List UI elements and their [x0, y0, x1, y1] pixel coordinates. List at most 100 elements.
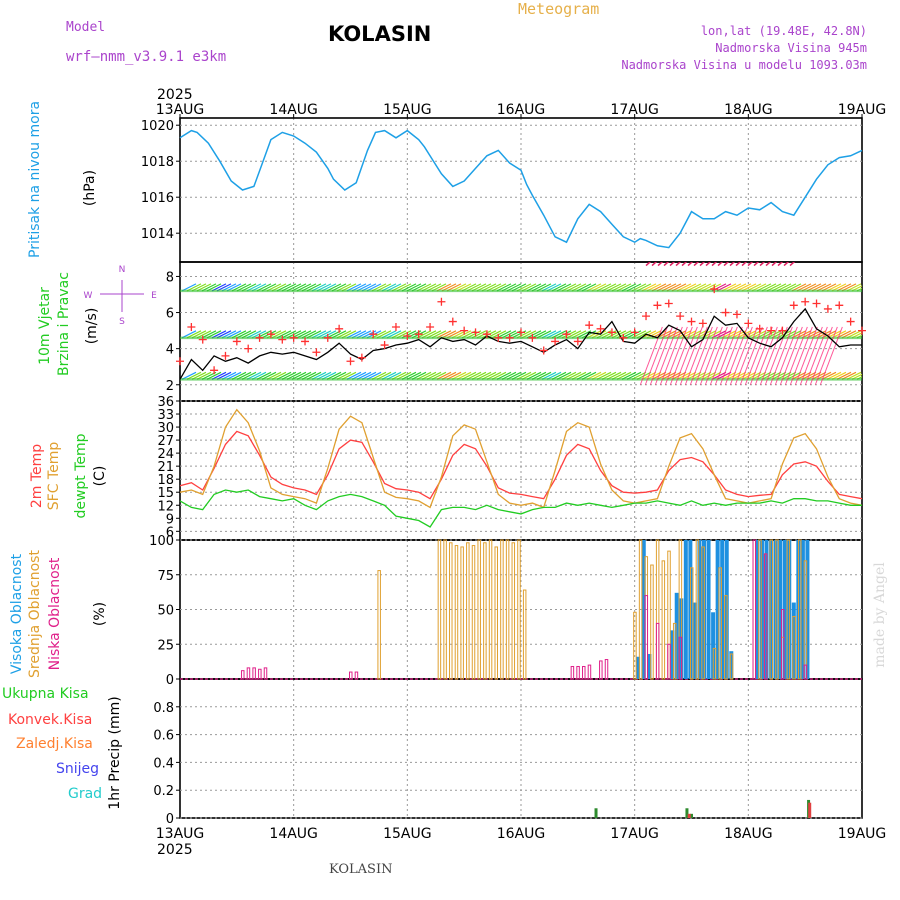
- y-tick-label: 2: [166, 379, 174, 394]
- wind-top-streak: [789, 262, 796, 267]
- mid-cloud-bar: [775, 539, 779, 680]
- high-cloud-bar: [641, 540, 646, 679]
- low-cloud-bar: [599, 660, 603, 680]
- wind-top-streak: [645, 262, 652, 267]
- wind-gust-marker: [448, 317, 457, 326]
- mid-cloud-bar: [449, 542, 453, 680]
- wind-gust-streak: [689, 326, 713, 385]
- wind-gust-streak: [709, 326, 733, 385]
- wind-top-streak: [783, 262, 790, 267]
- mid-cloud-bar: [437, 539, 442, 680]
- wind-gust-marker: [278, 335, 287, 344]
- high-cloud-bar: [729, 651, 734, 679]
- high-cloud-bar: [778, 540, 783, 679]
- dir-legend-e: E: [151, 291, 157, 301]
- wind-gust-marker: [380, 341, 389, 350]
- precip-total-bar: [685, 808, 689, 818]
- mid-cloud-bar: [701, 546, 705, 680]
- low-cloud-bar: [582, 665, 586, 680]
- wind-gust-streak: [754, 326, 778, 385]
- product-title: Meteogram: [518, 0, 600, 18]
- wind-top-streak: [729, 262, 736, 267]
- wind-gust-streak: [749, 326, 773, 385]
- mid-cloud-bar: [690, 567, 694, 680]
- y-tick-label: 18: [157, 473, 174, 488]
- wind-gust-streak: [649, 326, 673, 385]
- high-cloud-bar: [791, 602, 796, 679]
- low-cloud-bar: [570, 665, 575, 680]
- x-tick-label-bottom: 16AUG: [497, 826, 546, 842]
- wind-gust-marker: [846, 317, 855, 326]
- mid-cloud-bar: [792, 615, 796, 680]
- y-tick-label: 21: [157, 460, 174, 475]
- wind-top-streak: [699, 262, 706, 267]
- wind-gust-streak: [739, 326, 763, 385]
- wind-gust-streak: [719, 326, 743, 385]
- wind-top-streak: [693, 262, 700, 267]
- low-cloud-bar: [780, 609, 785, 680]
- low-cloud-bar: [246, 667, 251, 680]
- y-tick-label: 0.6: [153, 729, 174, 744]
- x-tick-label-top: 17AUG: [610, 102, 659, 118]
- wind-gust-streak: [734, 326, 758, 385]
- wind-gust-marker: [346, 357, 355, 366]
- mid-cloud-bar: [650, 564, 654, 680]
- low-cloud-bar: [576, 665, 580, 680]
- wind-gust-streak: [659, 326, 683, 385]
- wind-gust-marker: [630, 328, 639, 337]
- wind-gust-streak: [729, 326, 753, 385]
- mid-cloud-bar: [712, 647, 717, 680]
- mid-cloud-bar: [672, 622, 677, 680]
- wind-top-streak: [765, 262, 772, 267]
- mid-cloud-bar: [466, 542, 470, 680]
- station-altitude: Nadmorska Visina 945m: [715, 41, 867, 55]
- precip-legend-total: Ukupna Kisa: [2, 686, 89, 702]
- wind-gust-marker: [539, 346, 548, 355]
- high-cloud-bar: [683, 540, 688, 679]
- wind-gust-marker: [244, 344, 253, 353]
- wind-gust-marker: [255, 333, 264, 342]
- wind-gust-marker: [573, 337, 582, 346]
- mid-cloud-bar: [695, 539, 700, 680]
- dir-legend-n: N: [119, 265, 126, 275]
- year-label-top: 2025: [157, 87, 193, 103]
- wind-speed-line: [179, 307, 862, 380]
- wind-gust-streak: [774, 326, 798, 385]
- x-tick-label-bottom: 14AUG: [269, 826, 318, 842]
- low-cloud-bar: [349, 671, 353, 680]
- low-cloud-bar: [763, 553, 768, 680]
- wind-top-streak: [705, 262, 712, 267]
- mid-cloud-bar: [729, 653, 734, 680]
- wind-top-streak: [657, 262, 664, 267]
- precip-conv-bar: [687, 813, 691, 818]
- low-cloud-bar: [354, 671, 359, 680]
- mid-cloud-bar: [724, 595, 728, 680]
- wind-gust-streak: [769, 326, 793, 385]
- mid-cloud-bar: [505, 539, 510, 680]
- wind-gust-marker: [357, 353, 366, 362]
- year-label-bottom: 2025: [157, 842, 193, 858]
- wind-top-streak: [753, 262, 760, 267]
- temp-dew-line: [179, 489, 862, 528]
- wind-gust-marker: [301, 337, 310, 346]
- precip-legend-hail: Grad: [68, 786, 103, 802]
- high-cloud-bar: [782, 540, 787, 679]
- wind-gust-marker: [210, 366, 219, 375]
- y-tick-label: 30: [157, 421, 174, 436]
- mid-cloud-bar: [500, 539, 504, 680]
- x-tick-label-top: 15AUG: [383, 102, 432, 118]
- wind-top-streak: [717, 262, 724, 267]
- wind-gust-marker: [767, 326, 776, 335]
- wind-gust-marker: [778, 326, 787, 335]
- wind-gust-marker: [494, 333, 503, 342]
- wind-gust-marker: [437, 297, 446, 306]
- wind-top-streak: [669, 262, 676, 267]
- mid-cloud-bar: [797, 539, 802, 680]
- x-tick-label-bottom: 19AUG: [838, 826, 887, 842]
- wind-top-streak: [681, 262, 688, 267]
- wind-gust-streak: [819, 326, 843, 385]
- precip-total-bar: [690, 813, 693, 818]
- mid-cloud-bar: [488, 539, 493, 680]
- wind-gust-marker: [335, 324, 344, 333]
- wind-gust-marker: [551, 337, 560, 346]
